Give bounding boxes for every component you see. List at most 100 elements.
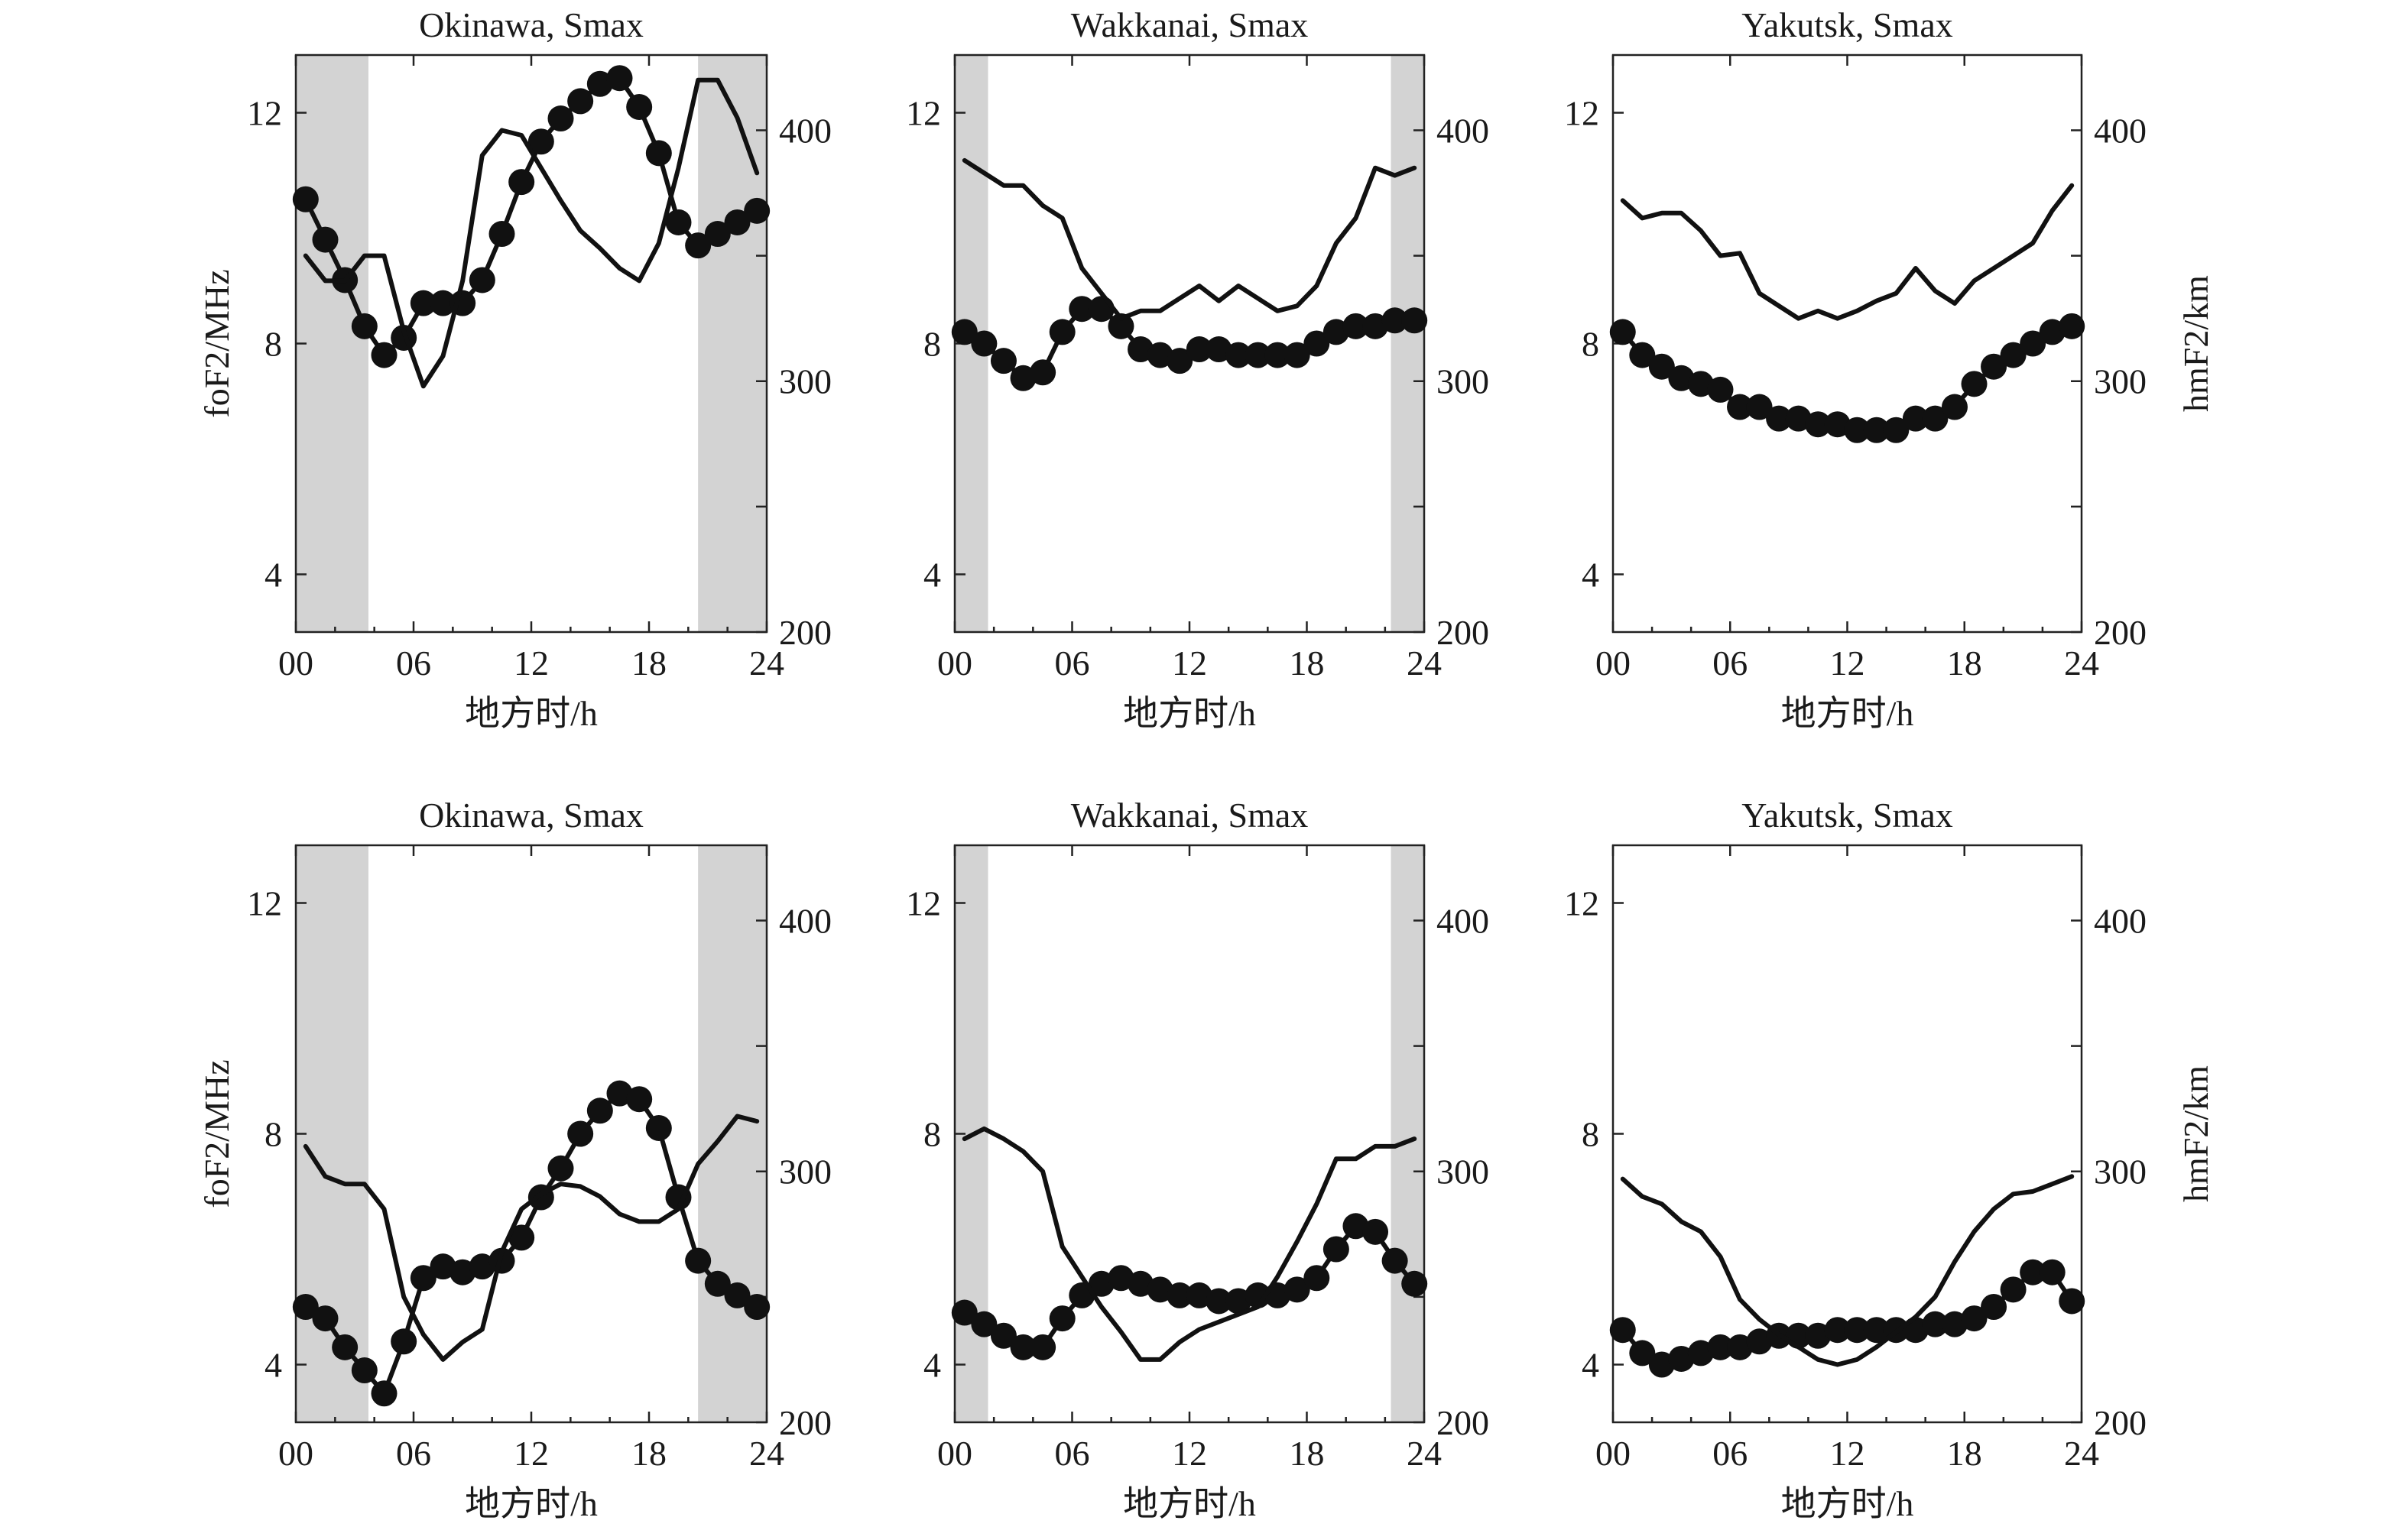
fof2-point [1303,330,1330,357]
fof2-point [1186,336,1212,363]
y-left-tick-label: 12 [906,884,941,923]
x-axis-label: 地方时/h [465,694,598,733]
fof2-point [1245,342,1271,368]
fof2-point [391,1328,417,1355]
fof2-point [1322,319,1349,345]
fof2-point [1088,296,1115,323]
fof2-point [626,93,653,120]
fof2-point [1225,342,1251,368]
x-tick-label: 18 [1947,644,1982,682]
fof2-point [469,267,495,293]
fof2-point [1010,1334,1037,1360]
chart-title: Wakkanai, Smax [1071,796,1309,835]
x-axis-label: 地方时/h [1123,1484,1256,1523]
panel-2-2: Wakkanai, Smax 00 06 12 18 24 地方时/h 4 8 12 200 300 4… [906,796,1489,1523]
fof2-point [292,186,319,212]
panel-1-2: Wakkanai, Smax 00 06 12 18 24 地方时/h 4 8 12 200 300 4… [906,5,1489,733]
fof2-point [1206,336,1232,363]
fof2-point [645,140,672,167]
fof2-point [1961,1305,1988,1332]
fof2-point [1342,1213,1369,1240]
fof2-point [1844,1317,1871,1344]
y-left-tick-label: 4 [1582,556,1599,595]
fof2-point [1186,1282,1212,1308]
fof2-point [547,1155,574,1182]
fof2-point [971,1311,998,1337]
fof2-point [1108,313,1134,339]
fof2-point [2000,342,2027,368]
fof2-point [1030,359,1056,386]
chart-title: Okinawa, Smax [419,796,644,835]
fof2-point [1707,1334,1734,1360]
y-right-tick-label: 400 [779,901,832,940]
fof2-point [1766,405,1793,432]
fof2-point [1668,1345,1695,1372]
fof2-point [430,1253,456,1280]
shaded-interval [296,845,368,1422]
x-tick-label: 06 [1055,1434,1090,1473]
y-left-tick-label: 8 [923,325,941,364]
fof2-point [1147,342,1173,368]
x-tick-label: 12 [1830,644,1865,682]
fof2-point [1167,1282,1193,1308]
y-right-axis-label: hmF2/km [2176,275,2215,412]
x-tick-label: 00 [937,644,972,682]
fof2-point [1824,1317,1851,1344]
fof2-point [1727,1334,1754,1360]
y-left-tick-label: 8 [1582,1115,1599,1154]
fof2-point [1381,1247,1408,1274]
fof2-point [951,319,978,345]
fof2-point [1941,394,1968,420]
fof2-point [1707,376,1734,403]
x-tick-label: 24 [749,644,784,682]
x-tick-label: 12 [1172,644,1207,682]
y-left-tick-label: 12 [1564,884,1599,923]
shaded-interval [698,55,767,632]
fof2-point [2039,319,2066,345]
x-tick-label: 00 [278,644,313,682]
x-tick-label: 18 [1947,1434,1982,1473]
fof2-point [1362,1218,1389,1245]
fof2-point [1805,1322,1832,1349]
fof2-point [351,1357,378,1384]
fof2-point [332,1334,359,1360]
shaded-interval [1391,55,1424,632]
x-tick-label: 12 [1830,1434,1865,1473]
x-tick-label: 06 [1712,644,1748,682]
fof2-point [1401,1270,1428,1297]
chart-title: Okinawa, Smax [419,5,644,44]
shaded-interval [1391,845,1424,1422]
fof2-point [1147,1276,1173,1303]
fof2-point [606,1080,633,1107]
fof2-point [1746,1328,1773,1355]
fof2-point [1049,319,1076,345]
fof2-point [351,313,378,339]
y-right-tick-label: 200 [2094,1403,2147,1442]
y-right-tick-label: 200 [1436,1403,1489,1442]
fof2-point [1609,319,1636,345]
fof2-point [626,1086,653,1113]
fof2-point [645,1114,672,1141]
y-right-tick-label: 200 [1436,613,1489,652]
y-left-tick-label: 4 [264,556,282,595]
x-tick-label: 06 [1055,644,1090,682]
fof2-point [1648,1351,1675,1378]
fof2-point [990,1322,1017,1349]
shaded-interval [296,55,368,632]
fof2-point [2020,1259,2046,1285]
x-tick-label: 00 [1595,1434,1631,1473]
y-right-tick-label: 300 [2094,362,2147,401]
fof2-point [724,1282,751,1308]
x-tick-label: 00 [1595,644,1631,682]
x-tick-label: 24 [1407,1434,1442,1473]
fof2-point [508,169,535,196]
x-tick-label: 06 [396,1434,431,1473]
fof2-point [567,88,594,115]
x-axis-label: 地方时/h [1123,694,1256,733]
x-axis-label: 地方时/h [1781,694,1914,733]
fof2-point [371,342,398,368]
x-tick-label: 12 [1172,1434,1207,1473]
fof2-point [990,348,1017,374]
panel-2-3: Yakutsk, Smax 00 06 12 18 24 地方时/h 4 8 12 200 300 40… [1564,796,2215,1523]
fof2-point [1381,307,1408,334]
